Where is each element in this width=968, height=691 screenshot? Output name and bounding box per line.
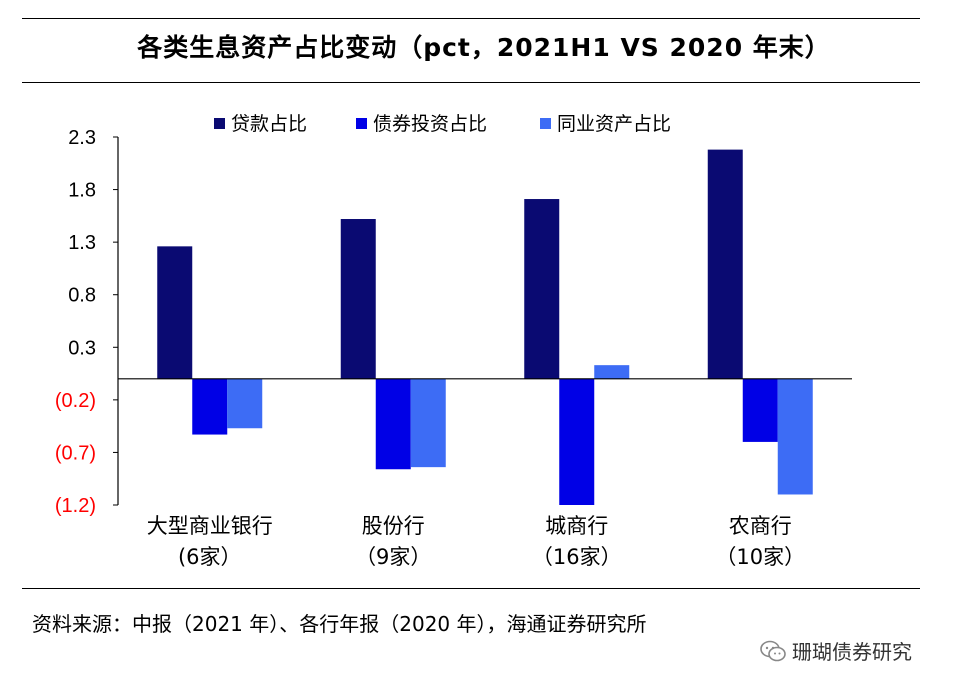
- x-category-sublabel: （10家）: [715, 545, 805, 569]
- bottom-rule: [22, 588, 920, 589]
- y-tick-label: 0.8: [68, 285, 96, 307]
- x-category-label: 农商行: [729, 514, 792, 538]
- source-note: 资料来源：中报（2021 年）、各行年报（2020 年），海通证券研究所: [32, 612, 647, 636]
- legend-swatch: [214, 118, 225, 129]
- watermark-text: 珊瑚债券研究: [792, 640, 912, 664]
- y-tick-label: (1.2): [55, 495, 96, 517]
- bar: [227, 378, 263, 429]
- x-category-label: 城商行: [545, 514, 608, 538]
- bar: [375, 378, 411, 470]
- watermark: 珊瑚债券研究: [760, 636, 912, 665]
- x-category-label: 大型商业银行: [147, 514, 273, 538]
- bar: [524, 199, 560, 379]
- y-tick-label: 0.3: [68, 337, 96, 359]
- chart-title: 各类生息资产占比变动（pct，2021H1 VS 2020 年末）: [137, 33, 831, 62]
- bar: [777, 378, 813, 495]
- bar: [742, 378, 778, 442]
- x-category-sublabel: (6家）: [178, 545, 242, 569]
- legend-label: 同业资产占比: [557, 113, 671, 135]
- bar: [192, 378, 228, 435]
- bar: [594, 365, 630, 379]
- y-tick-label: (0.7): [55, 442, 96, 464]
- legend-label: 债券投资占比: [373, 113, 487, 135]
- bar: [559, 378, 595, 505]
- bar: [340, 219, 376, 379]
- legend-swatch: [540, 118, 551, 129]
- title-rule: [22, 82, 920, 83]
- bar: [157, 246, 193, 379]
- y-tick-label: 2.3: [68, 127, 96, 149]
- y-tick-label: 1.3: [68, 232, 96, 254]
- legend-swatch: [356, 118, 367, 129]
- x-category-label: 股份行: [362, 514, 425, 538]
- legend-label: 贷款占比: [231, 113, 307, 135]
- bar: [410, 378, 446, 468]
- x-category-sublabel: （16家）: [532, 545, 622, 569]
- y-tick-label: (0.2): [55, 390, 96, 412]
- top-rule: [22, 18, 920, 19]
- y-tick-label: 1.8: [68, 180, 96, 202]
- bar: [707, 149, 743, 379]
- x-category-sublabel: （9家）: [355, 545, 431, 569]
- wechat-icon: [760, 640, 786, 661]
